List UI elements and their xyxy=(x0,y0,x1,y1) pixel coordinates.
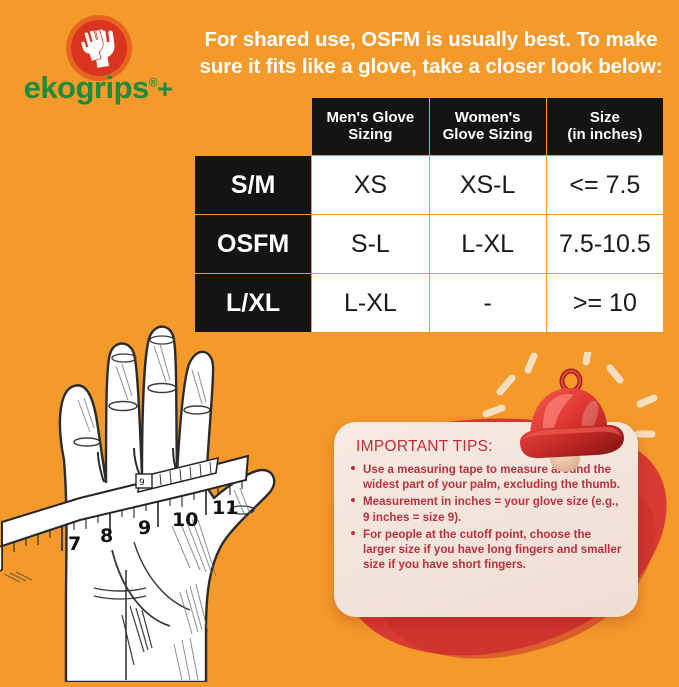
tip-text-2: Measurement in inches = your glove size … xyxy=(363,495,619,524)
tip-text-3: For people at the cutoff point, choose t… xyxy=(363,527,622,572)
tape-number-8: 8 xyxy=(100,525,113,547)
column-header-size-line1: Size xyxy=(589,108,620,126)
list-item: Use a measuring tape to measure around t… xyxy=(348,462,624,493)
headline-line-1: For shared use, OSFM is usually best. To… xyxy=(204,28,658,51)
column-header-mens-line2: Sizing xyxy=(348,125,393,143)
row-header-lxl: L/XL xyxy=(193,273,313,333)
tips-title: IMPORTANT TIPS: xyxy=(356,438,493,455)
column-header-size-line2: (in inches) xyxy=(567,125,643,143)
cell-lxl-size: >= 10 xyxy=(545,273,665,333)
brand-name: ekogrips xyxy=(23,70,150,105)
glove-badge-icon xyxy=(65,14,133,82)
brand-wordmark: ekogrips®+ xyxy=(8,72,188,103)
headline-line-2: sure it fits like a glove, take a closer… xyxy=(199,55,663,79)
column-header-womens-line2: Glove Sizing xyxy=(442,125,533,143)
tip-text-1: Use a measuring tape to measure around t… xyxy=(363,463,621,492)
notification-bell-icon xyxy=(520,368,624,472)
page-headline: For shared use, OSFM is usually best. To… xyxy=(190,26,672,80)
bullet-dot-icon xyxy=(351,498,355,503)
hand-with-measuring-tape-illustration: 7 8 9 10 11 9 xyxy=(0,270,314,684)
cell-osfm-size: 7.5-10.5 xyxy=(545,214,665,274)
row-header-sm: S/M xyxy=(193,155,313,215)
cell-osfm-mens: S-L xyxy=(311,214,430,274)
table-row: L/XL L-XL - >= 10 xyxy=(193,273,665,333)
brand-logo: ekogrips®+ xyxy=(8,10,188,103)
column-header-womens-line1: Women's xyxy=(454,108,521,126)
tips-list: Use a measuring tape to measure around t… xyxy=(348,462,624,573)
column-header-size: Size (in inches) xyxy=(545,97,665,156)
cell-sm-size: <= 7.5 xyxy=(545,155,665,215)
bullet-dot-icon xyxy=(351,466,355,470)
column-header-womens: Women's Glove Sizing xyxy=(428,97,547,156)
table-row: OSFM S-L L-XL 7.5-10.5 xyxy=(193,214,665,274)
list-item: For people at the cutoff point, choose t… xyxy=(348,527,624,573)
cell-osfm-womens: L-XL xyxy=(428,214,547,274)
registered-mark: ® xyxy=(148,75,158,90)
column-header-mens: Men's Glove Sizing xyxy=(311,97,430,156)
table-row: S/M XS XS-L <= 7.5 xyxy=(193,155,665,215)
tape-number-11: 11 xyxy=(212,497,238,519)
column-header-mens-line1: Men's Glove xyxy=(326,108,415,126)
cell-sm-mens: XS xyxy=(311,155,430,215)
tape-inset-number: 9 xyxy=(139,478,145,488)
cell-sm-womens: XS-L xyxy=(428,155,547,215)
tape-number-9: 9 xyxy=(138,517,151,539)
bell-sparkle-lines xyxy=(482,352,658,438)
table-corner-cell xyxy=(195,98,312,156)
glove-sizing-table: Men's Glove Sizing Women's Glove Sizing … xyxy=(193,97,665,333)
table-header-row: Men's Glove Sizing Women's Glove Sizing … xyxy=(195,97,665,156)
cell-lxl-womens: - xyxy=(428,273,547,333)
important-tips-section: IMPORTANT TIPS: Use a measuring tape to … xyxy=(272,352,679,678)
list-item: Measurement in inches = your glove size … xyxy=(348,494,624,525)
bullet-dot-icon xyxy=(351,530,355,535)
brand-plus: + xyxy=(157,74,173,104)
row-header-osfm: OSFM xyxy=(193,214,313,274)
tape-number-10: 10 xyxy=(172,509,198,531)
tape-number-7: 7 xyxy=(68,533,81,555)
cell-lxl-mens: L-XL xyxy=(311,273,430,333)
